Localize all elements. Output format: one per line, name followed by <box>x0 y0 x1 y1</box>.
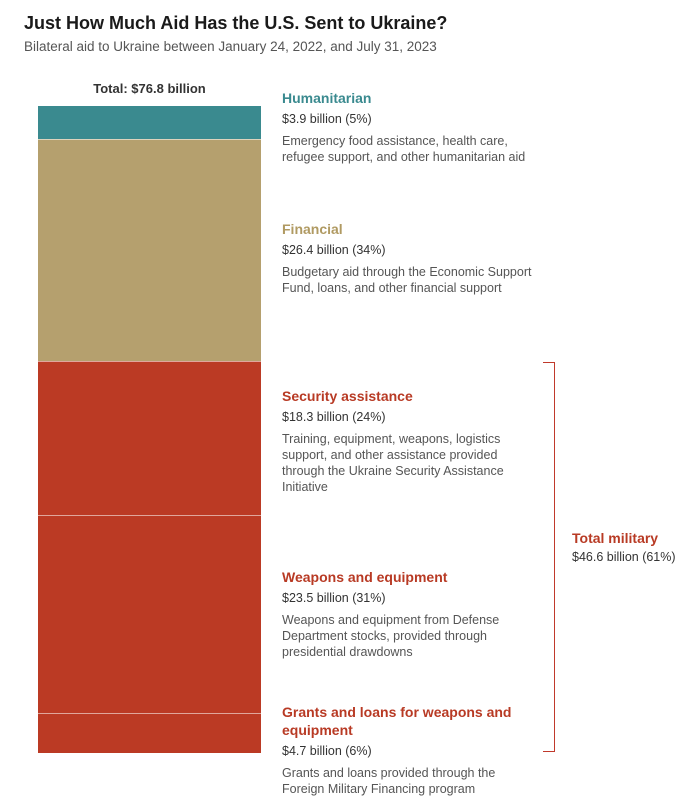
segment-divider <box>38 361 261 363</box>
segment-description: Weapons and equipment from Defense Depar… <box>282 613 500 659</box>
bar-segment-weapons-and-equipment <box>38 515 261 714</box>
military-bracket <box>543 362 555 752</box>
bar-segment-financial <box>38 138 261 362</box>
segment-value: $3.9 billion (5%) <box>282 112 372 126</box>
segment-description: Training, equipment, weapons, logistics … <box>282 432 504 494</box>
bar-segment-grants-and-loans-for-weapons-and-equipment <box>38 713 261 753</box>
annotation-financial: Financial $26.4 billion (34%) Budgetary … <box>282 220 552 296</box>
chart-subtitle: Bilateral aid to Ukraine between January… <box>24 39 437 54</box>
segment-name: Financial <box>282 221 343 237</box>
chart-title: Just How Much Aid Has the U.S. Sent to U… <box>24 13 448 33</box>
annotation-humanitarian: Humanitarian $3.9 billion (5%) Emergency… <box>282 89 552 165</box>
segment-description: Emergency food assistance, health care, … <box>282 134 526 164</box>
annotation-grants-loans: Grants and loans for weapons and equipme… <box>282 703 512 797</box>
annotation-weapons-equipment: Weapons and equipment $23.5 billion (31%… <box>282 568 522 660</box>
segment-name: Humanitarian <box>282 90 372 106</box>
segment-value: $4.7 billion (6%) <box>282 744 372 758</box>
segment-name: Weapons and equipment <box>282 569 448 585</box>
annotation-security-assistance: Security assistance $18.3 billion (24%) … <box>282 387 532 495</box>
total-military-name: Total military <box>572 530 659 546</box>
bar-segment-humanitarian <box>38 106 261 139</box>
segment-value: $18.3 billion (24%) <box>282 410 386 424</box>
stacked-bar <box>38 106 261 753</box>
segment-description: Budgetary aid through the Economic Suppo… <box>282 265 532 295</box>
segment-value: $26.4 billion (34%) <box>282 243 386 257</box>
total-military-value: $46.6 billion (61%) <box>572 550 676 564</box>
segment-divider <box>38 515 261 517</box>
total-label: Total: $76.8 billion <box>93 81 206 96</box>
total-military-annotation: Total military $46.6 billion (61%) <box>572 530 692 564</box>
segment-divider <box>38 713 261 715</box>
segment-name: Grants and loans for weapons and equipme… <box>282 704 512 738</box>
bar-segment-security-assistance <box>38 361 261 516</box>
segment-name: Security assistance <box>282 388 413 404</box>
segment-value: $23.5 billion (31%) <box>282 591 386 605</box>
segment-description: Grants and loans provided through the Fo… <box>282 766 496 796</box>
segment-divider <box>38 138 261 140</box>
